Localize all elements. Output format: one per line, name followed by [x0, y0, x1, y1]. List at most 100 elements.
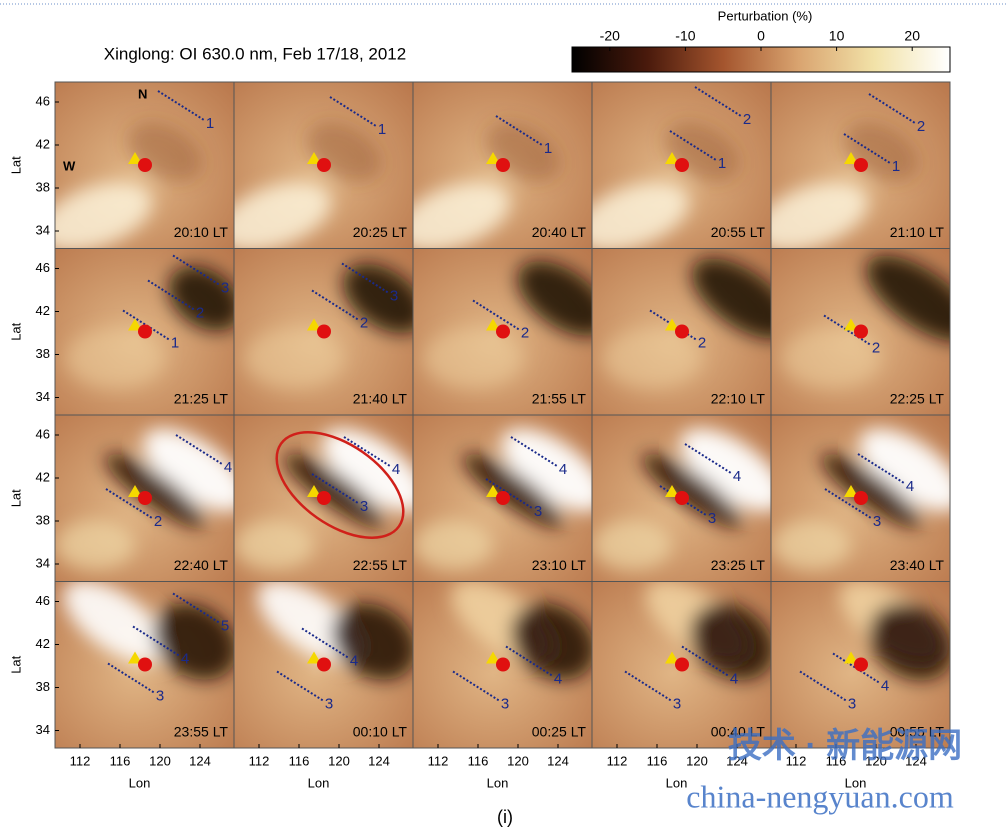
station-marker	[128, 651, 142, 664]
site-marker	[675, 491, 689, 505]
lon-tick-label: 120	[149, 753, 171, 768]
lon-tick-label: 124	[368, 753, 390, 768]
wavefront	[172, 254, 220, 286]
lon-tick-label: 124	[905, 753, 927, 768]
wavefront	[343, 436, 391, 467]
panel: 4 3 00:55 LT	[770, 581, 951, 749]
airglow-feature	[55, 182, 153, 249]
airglow-feature	[690, 602, 771, 681]
airglow-feature	[771, 520, 851, 570]
station-marker	[665, 651, 679, 664]
wavefront-label: 1	[206, 115, 214, 132]
panel-time: 22:25 LT	[890, 391, 945, 407]
lat-tick-label: 34	[36, 222, 50, 237]
airglow-feature	[691, 258, 771, 339]
airglow-feature	[781, 328, 881, 389]
lon-tick-label: 120	[865, 753, 887, 768]
airglow-feature	[343, 263, 413, 334]
panel: 2 1 21:10 LT	[770, 81, 951, 249]
panel-frame	[770, 581, 951, 749]
wavefront	[122, 309, 170, 341]
site-marker	[496, 657, 510, 672]
lat-tick-label: 42	[36, 469, 50, 484]
site-marker	[854, 491, 868, 505]
site-marker	[854, 657, 868, 672]
wavefront-label: 4	[181, 650, 189, 667]
lat-label: Lat	[8, 156, 23, 174]
panel-time: 00:25 LT	[532, 724, 587, 740]
panel: 2 1 20:55 LT	[591, 81, 772, 249]
wavefront-label: 1	[892, 158, 900, 175]
wavefront	[868, 93, 916, 124]
airglow-feature	[821, 453, 921, 527]
panel-time: 00:55 LT	[890, 724, 945, 740]
wavefront	[823, 314, 871, 346]
lat-tick-label: 34	[36, 555, 50, 570]
airglow-feature	[65, 328, 165, 389]
station-marker	[307, 152, 321, 164]
station-marker	[665, 485, 679, 497]
panel: 1 20:25 LT	[233, 81, 414, 249]
wavefront-label: 3	[673, 695, 681, 712]
wavefront-label: 3	[873, 513, 881, 530]
panel-time: 23:40 LT	[890, 557, 945, 573]
panel-texture	[257, 581, 413, 681]
wavefront	[659, 485, 707, 516]
wavefront	[105, 488, 153, 519]
airglow-feature	[168, 266, 234, 331]
lon-tick-label: 112	[607, 753, 628, 768]
panel: 321 21:25 LT	[54, 248, 235, 416]
panel-time: 20:10 LT	[174, 224, 229, 240]
wavefront-label: 1	[544, 140, 552, 157]
wavefront-label: 2	[743, 111, 751, 128]
airglow-feature	[105, 453, 205, 527]
site-marker	[496, 158, 510, 172]
lon-label: Lon	[666, 775, 688, 790]
wavefront	[132, 625, 180, 657]
lat-tick-label: 46	[36, 260, 50, 275]
site-marker	[317, 158, 331, 172]
lon-label: Lon	[487, 775, 509, 790]
wavefront	[172, 592, 220, 624]
lon-tick-label: 116	[826, 753, 847, 768]
lon-tick-label: 112	[428, 753, 449, 768]
lat-tick-label: 46	[36, 593, 50, 608]
site-marker	[138, 657, 152, 672]
colorbar-tick-label: 0	[757, 28, 765, 44]
wavefront	[311, 473, 359, 504]
lat-tick-label: 46	[36, 93, 50, 108]
panel-time: 20:25 LT	[353, 224, 408, 240]
station-marker	[128, 318, 142, 331]
lat-tick-label: 34	[36, 389, 50, 404]
panel: 2 22:25 LT	[770, 248, 951, 416]
wavefront-label: 2	[360, 314, 368, 331]
panel-time: 20:40 LT	[532, 224, 587, 240]
panel-time: 21:40 LT	[353, 391, 408, 407]
wavefront-label: 4	[730, 670, 738, 687]
lon-tick-label: 112	[249, 753, 270, 768]
lat-label: Lat	[8, 655, 23, 673]
station-marker	[307, 485, 321, 497]
airglow-feature	[602, 328, 702, 389]
wavefront-label: 2	[521, 324, 529, 341]
airglow-feature	[642, 453, 742, 527]
panel: 4 3 23:10 LT	[412, 414, 593, 582]
panel-time: 21:55 LT	[532, 391, 587, 407]
lat-tick-label: 38	[36, 512, 50, 527]
airglow-feature	[322, 428, 413, 512]
wavefront-label: 3	[325, 695, 333, 712]
airglow-feature	[413, 182, 511, 249]
panel: 4 3 22:55 LT	[233, 414, 414, 582]
wavefront-label: 4	[906, 478, 914, 495]
airglow-feature	[234, 520, 314, 570]
wavefront	[157, 90, 205, 121]
wavefront-label: 2	[196, 304, 204, 321]
panel-texture	[645, 581, 771, 681]
lon-tick-label: 116	[468, 753, 489, 768]
airglow-feature	[869, 602, 950, 681]
lon-label: Lon	[845, 775, 867, 790]
lat-tick-label: 46	[36, 426, 50, 441]
figure-title: Xinglong: OI 630.0 nm, Feb 17/18, 2012	[104, 44, 406, 63]
wavefront	[311, 289, 359, 321]
